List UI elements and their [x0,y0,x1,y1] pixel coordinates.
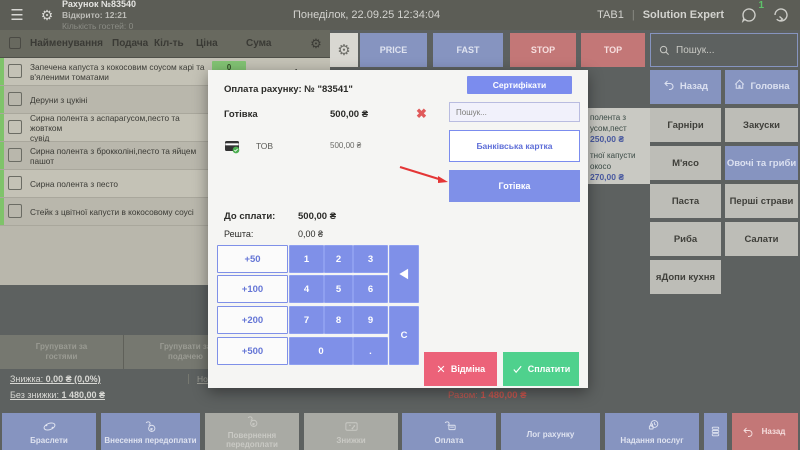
svg-text:₴: ₴ [150,426,153,431]
svg-text:₴: ₴ [252,421,255,426]
